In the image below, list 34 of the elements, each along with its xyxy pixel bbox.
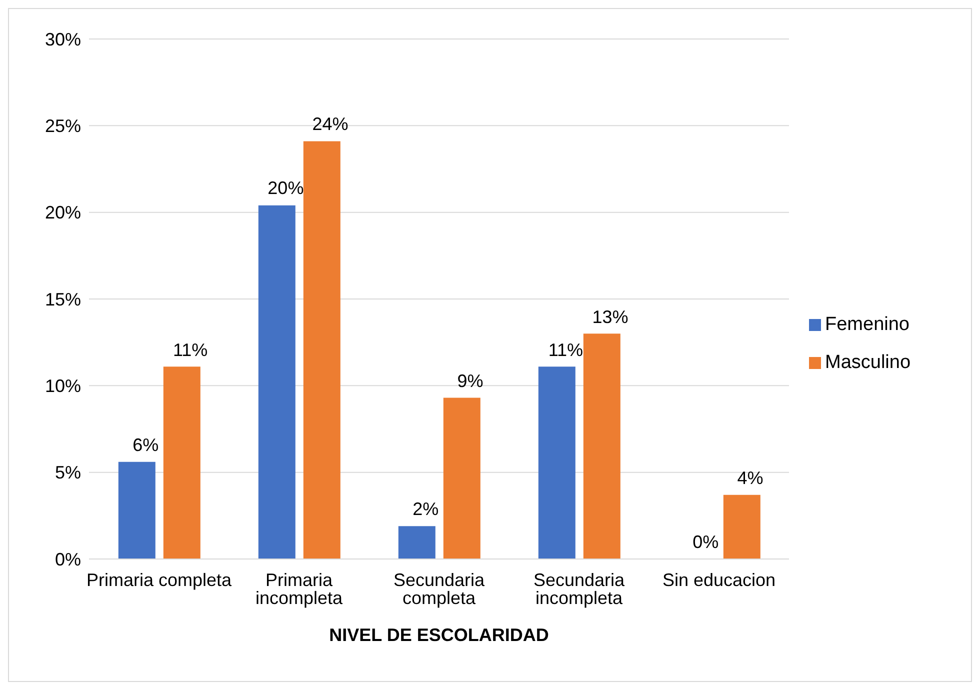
bar — [583, 334, 620, 559]
data-label: 2% — [412, 499, 440, 520]
x-tick-label: Primaria completa — [86, 570, 233, 590]
data-label: 4% — [736, 468, 764, 489]
y-tick-label: 30% — [44, 29, 81, 50]
x-tick-label: Secundaria incompleta — [533, 570, 626, 608]
legend-label: Masculino — [825, 352, 911, 373]
data-label: 11% — [547, 340, 584, 361]
data-label: 6% — [132, 434, 160, 456]
bar — [303, 141, 340, 559]
bar — [398, 526, 436, 559]
y-tick-label: 5% — [54, 462, 81, 483]
y-tick-label: 10% — [44, 376, 81, 396]
data-label: 13% — [591, 306, 630, 328]
bar — [118, 462, 156, 559]
data-label: 9% — [456, 370, 484, 392]
data-label: 20% — [266, 178, 305, 200]
x-tick-label: Secundaria completa — [393, 570, 486, 608]
x-tick-label: Primaria incompleta — [255, 570, 344, 608]
data-label: 0% — [692, 532, 720, 553]
x-tick-label: Sin educacion — [662, 570, 776, 590]
data-label: 11% — [172, 340, 209, 361]
y-tick-label: 25% — [44, 116, 81, 136]
data-label: 24% — [311, 114, 350, 136]
bar — [163, 366, 200, 559]
y-tick-label: 0% — [54, 549, 81, 570]
bar — [443, 398, 480, 559]
bar — [538, 366, 576, 559]
y-tick-label: 20% — [44, 202, 81, 223]
legend-label: Femenino — [825, 314, 910, 335]
bar — [258, 205, 296, 559]
y-tick-label: 15% — [44, 289, 81, 310]
x-axis-title: NIVEL DE ESCOLARIDAD — [329, 625, 549, 645]
bar — [723, 494, 760, 559]
